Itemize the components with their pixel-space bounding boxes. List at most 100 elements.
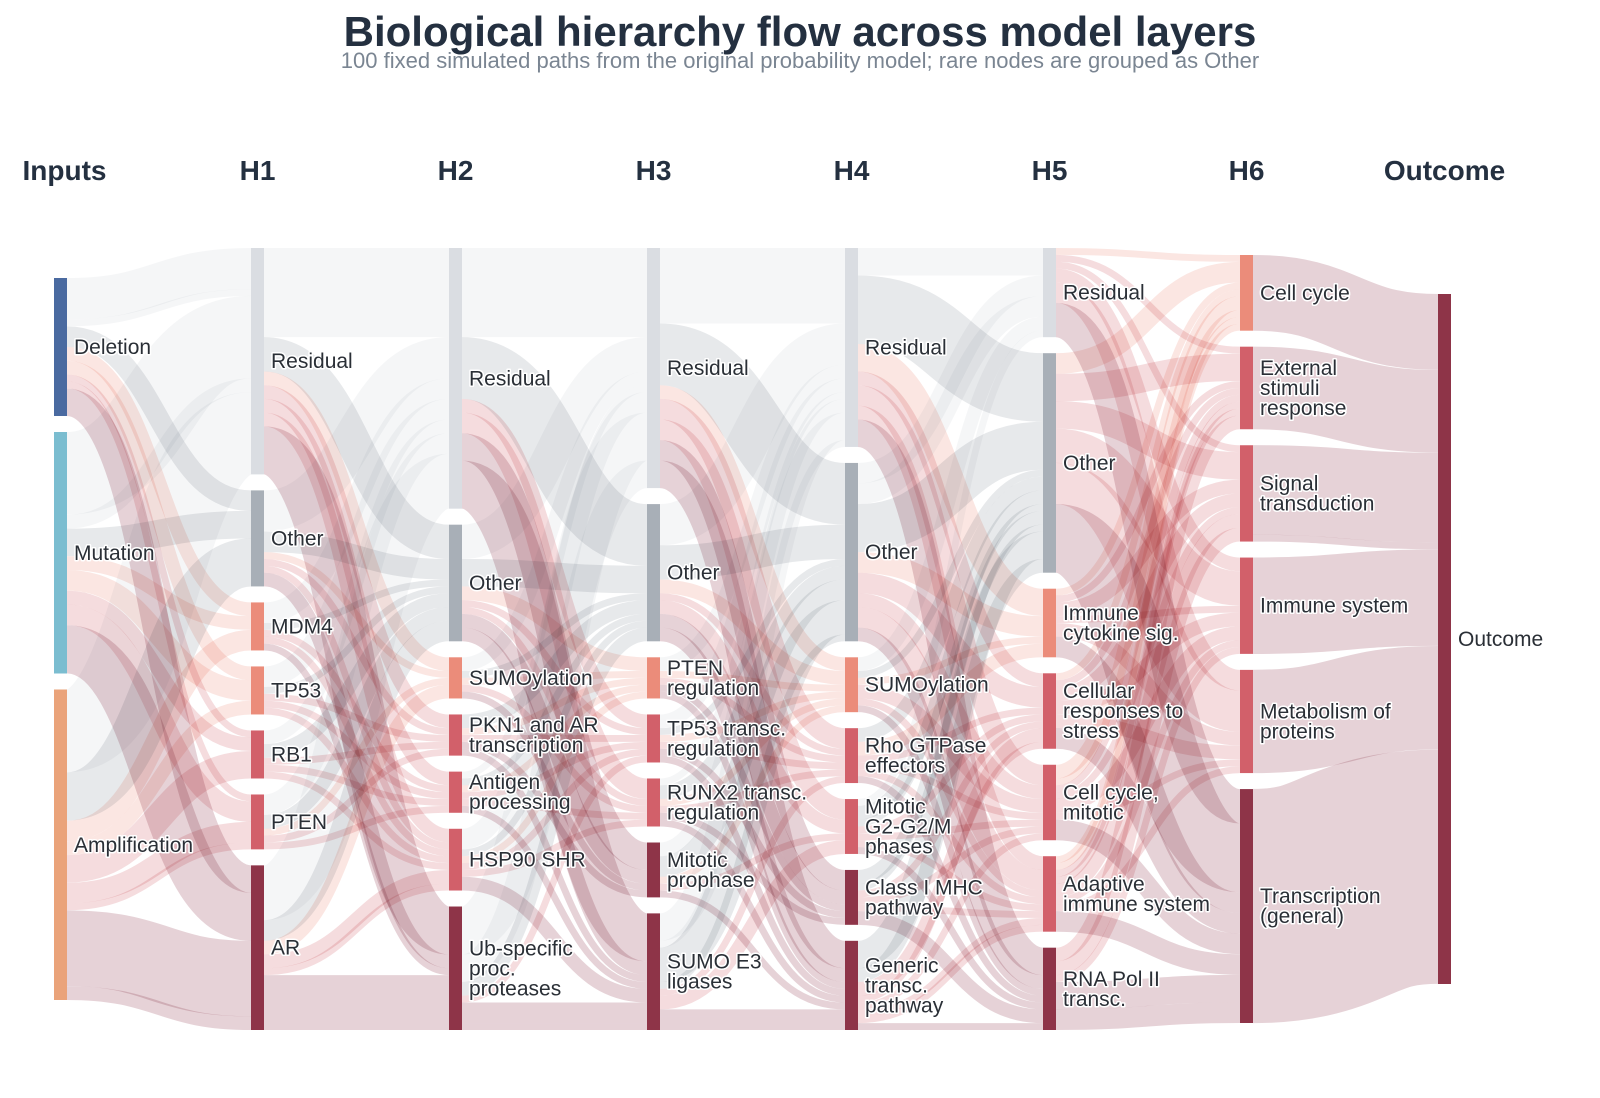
flow-link	[1252, 254, 1439, 370]
node-h1-pten[interactable]	[251, 794, 264, 850]
node-label-inputs-mutation: Mutation	[74, 542, 155, 565]
node-h6-transcription-general[interactable]	[1240, 789, 1253, 1023]
node-h1-other[interactable]	[251, 490, 264, 587]
node-h5-immune-cytokine-sig[interactable]	[1043, 588, 1056, 658]
node-h1-tp53[interactable]	[251, 666, 264, 715]
node-h6-external-stimuli-response[interactable]	[1240, 346, 1253, 430]
flow-link	[857, 741, 1044, 1003]
node-h2-ub-specific-proc-proteases[interactable]	[449, 906, 462, 1030]
flow-link	[461, 755, 648, 1003]
node-label-h6-immune-system: Immune system	[1260, 595, 1408, 618]
node-h5-adaptive-immune-system[interactable]	[1043, 856, 1056, 932]
node-label-h3-residual: Residual	[667, 357, 749, 380]
node-label-h6-external-stimuli-response: External stimuli response	[1260, 357, 1346, 420]
node-outcome-outcome[interactable]	[1438, 294, 1451, 984]
flow-link	[1055, 766, 1241, 912]
layer-title-h2: H2	[438, 155, 474, 186]
node-h6-metabolism-of-proteins[interactable]	[1240, 669, 1253, 774]
node-label-h1-pten: PTEN	[271, 811, 327, 834]
node-h6-immune-system[interactable]	[1240, 557, 1253, 654]
flow-link	[1055, 323, 1241, 870]
layer-title-outcome: Outcome	[1384, 155, 1505, 186]
flow-link	[1055, 282, 1241, 596]
flow-link	[1055, 247, 1241, 262]
flow-link	[659, 364, 846, 672]
flow-link	[857, 924, 1044, 1024]
node-h1-mdm4[interactable]	[251, 602, 264, 651]
node-h5-other[interactable]	[1043, 353, 1056, 573]
node-h6-signal-transduction[interactable]	[1240, 445, 1253, 542]
node-h1-rb1[interactable]	[251, 730, 264, 779]
node-label-h2-ub-specific-proc-proteases: Ub-specific proc. proteases	[469, 937, 573, 1000]
node-h6-cell-cycle[interactable]	[1240, 255, 1253, 331]
node-label-inputs-amplification: Amplification	[74, 834, 193, 857]
flow-link	[659, 378, 846, 729]
node-h4-class-i-mhc-pathway[interactable]	[845, 869, 858, 925]
node-h2-antigen-processing[interactable]	[449, 771, 462, 813]
node-label-h4-mitotic-g2-g2-m-phases: Mitotic G2-G2/M phases	[865, 796, 951, 859]
node-h4-rho-gtpase-effectors[interactable]	[845, 728, 858, 784]
flow-link	[857, 316, 1044, 672]
node-label-h4-rho-gtpase-effectors: Rho GTPase effectors	[865, 735, 986, 778]
node-h4-mitotic-g2-g2-m-phases[interactable]	[845, 799, 858, 854]
node-inputs-deletion[interactable]	[54, 278, 67, 416]
flow-link	[461, 627, 648, 996]
flow-link	[657, 600, 848, 982]
flow-link	[1055, 353, 1241, 402]
node-h2-residual[interactable]	[449, 248, 462, 509]
flow-link	[857, 504, 1044, 827]
node-label-h1-other: Other	[271, 527, 324, 550]
flow-link	[262, 620, 451, 941]
node-h3-pten-regulation[interactable]	[647, 657, 660, 699]
flow-link	[63, 295, 255, 515]
node-h2-hsp90-shr[interactable]	[449, 828, 462, 891]
node-label-h1-tp53: TP53	[271, 679, 321, 702]
flow-link	[66, 378, 252, 529]
node-h3-mitotic-prophase[interactable]	[647, 842, 660, 898]
node-h3-residual[interactable]	[647, 248, 660, 489]
flow-link	[263, 869, 450, 969]
flow-link	[658, 323, 847, 546]
layer-title-h3: H3	[636, 155, 672, 186]
node-label-h3-tp53-transc-regulation: TP53 transc. regulation	[667, 717, 786, 760]
flow-link	[66, 986, 252, 1031]
node-h4-generic-transc-pathway[interactable]	[845, 940, 858, 1030]
node-h5-rna-pol-ii-transc[interactable]	[1043, 947, 1056, 1030]
flow-link	[857, 833, 1044, 1010]
node-h1-residual[interactable]	[251, 248, 264, 475]
flow-link	[1055, 647, 1241, 982]
node-h3-tp53-transc-regulation[interactable]	[647, 714, 660, 763]
node-label-outcome-outcome: Outcome	[1458, 628, 1543, 651]
node-label-h6-signal-transduction: Signal transduction	[1260, 472, 1374, 515]
node-h5-cell-cycle-mitotic[interactable]	[1043, 764, 1056, 841]
node-label-h5-immune-cytokine-sig: Immune cytokine sig.	[1063, 602, 1179, 645]
node-h4-sumoylation[interactable]	[845, 657, 858, 713]
flow-link	[1055, 974, 1241, 1010]
node-h2-other[interactable]	[449, 524, 462, 642]
node-inputs-mutation[interactable]	[54, 432, 67, 674]
node-label-h5-cell-cycle-mitotic: Cell cycle, mitotic	[1063, 781, 1159, 824]
flow-link	[857, 558, 1044, 982]
node-h3-runx2-transc-regulation[interactable]	[647, 778, 660, 827]
node-label-h5-other: Other	[1063, 452, 1116, 475]
node-h2-pkn1-and-ar-transcription[interactable]	[449, 714, 462, 756]
node-h5-residual[interactable]	[1043, 248, 1056, 338]
node-h2-sumoylation[interactable]	[449, 657, 462, 699]
node-label-h3-mitotic-prophase: Mitotic prophase	[667, 849, 755, 892]
node-h4-other[interactable]	[845, 462, 858, 642]
flow-link	[66, 629, 252, 842]
node-label-h6-metabolism-of-proteins: Metabolism of proteins	[1260, 700, 1391, 743]
node-label-h2-antigen-processing: Antigen processing	[469, 771, 571, 814]
node-label-h4-class-i-mhc-pathway: Class I MHC pathway	[865, 876, 983, 919]
flow-link	[1249, 749, 1442, 1024]
node-h1-ar[interactable]	[251, 865, 264, 1030]
node-label-h4-sumoylation: SUMOylation	[865, 674, 989, 697]
node-h5-cellular-responses-to-stress[interactable]	[1043, 673, 1056, 749]
node-inputs-amplification[interactable]	[54, 689, 67, 1001]
node-h3-sumo-e3-ligases[interactable]	[647, 913, 660, 1030]
node-h4-residual[interactable]	[845, 248, 858, 447]
node-label-h1-residual: Residual	[271, 350, 353, 373]
flow-link	[64, 538, 254, 821]
node-h3-other[interactable]	[647, 504, 660, 642]
